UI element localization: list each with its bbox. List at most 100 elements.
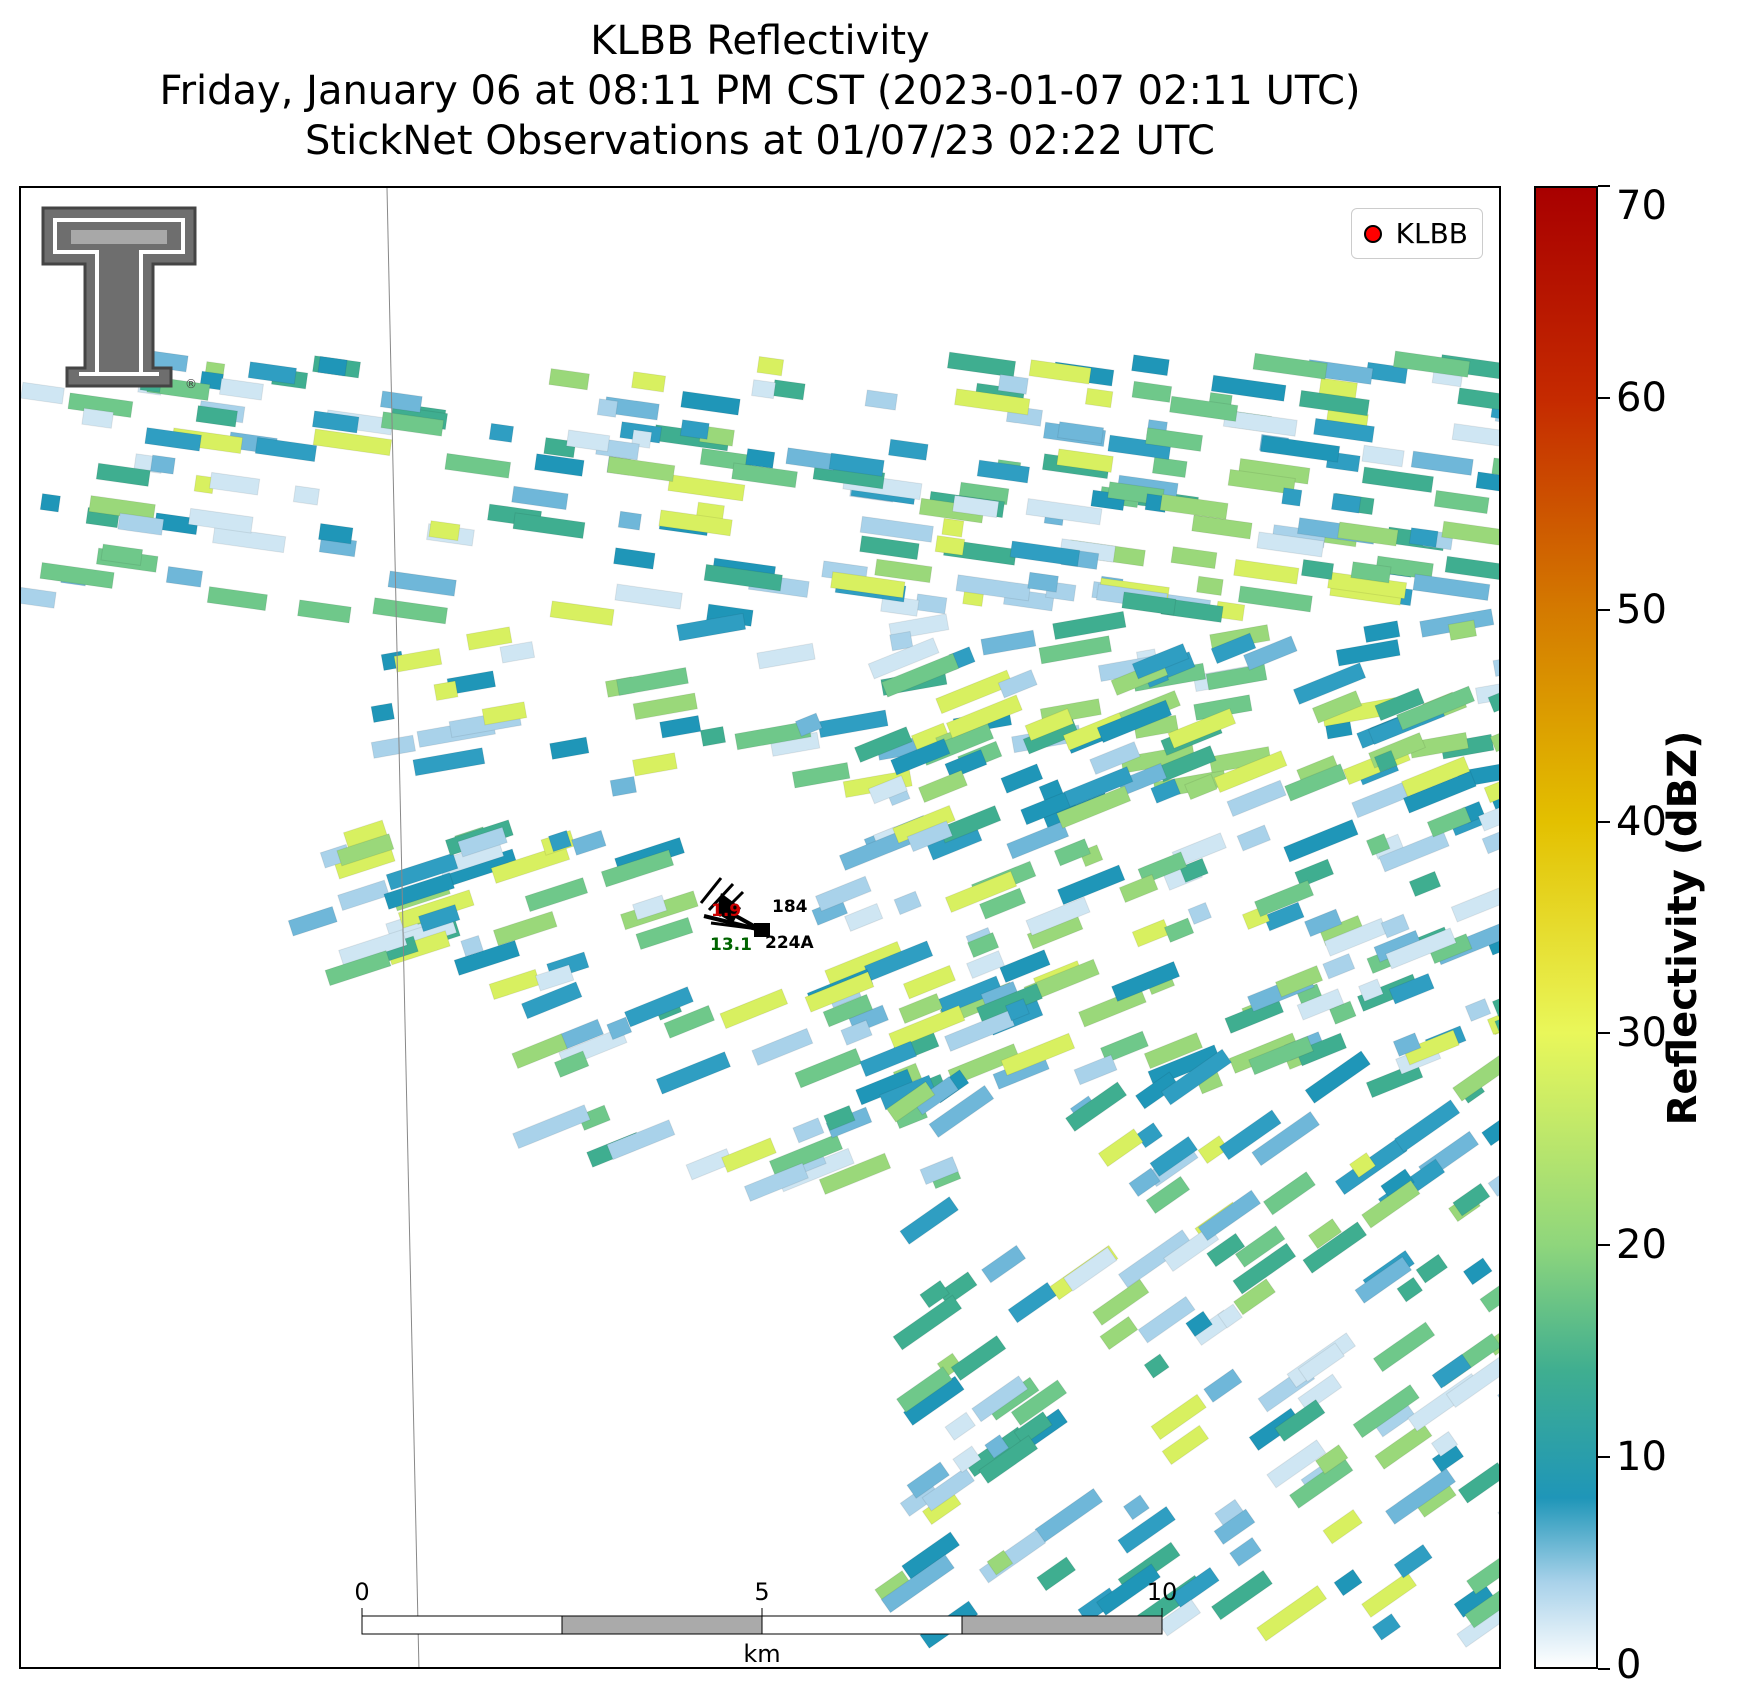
colorbar-tick (1598, 1032, 1610, 1035)
echo-gate (1259, 434, 1341, 463)
echo-gate (1378, 830, 1450, 873)
echo-gate (1236, 824, 1272, 852)
echo-gate (719, 988, 789, 1030)
echo-gate (889, 630, 914, 652)
echo-gate (1410, 450, 1474, 476)
echo-gate (1251, 1110, 1321, 1167)
echo-gate (997, 373, 1029, 395)
echo-gate (1052, 610, 1127, 641)
radar-site-marker-icon (1363, 224, 1382, 243)
echo-gate (1160, 1048, 1233, 1106)
echo-gate (1297, 1342, 1346, 1383)
echo-gate (751, 1027, 814, 1067)
echo-gate (21, 381, 65, 405)
echo-gate (1274, 964, 1324, 998)
echo-gate (613, 547, 656, 570)
echo-gate (1307, 1218, 1343, 1250)
echo-gate (680, 390, 741, 416)
echo-gate (1096, 699, 1173, 744)
echo-gate (1205, 663, 1268, 691)
echo-gate (1400, 755, 1471, 798)
echo-gate (1303, 908, 1343, 938)
echo-gate (1144, 427, 1204, 452)
echo-gate (986, 1549, 1014, 1576)
echo-gate (570, 829, 607, 856)
echo-gate (1000, 1032, 1076, 1077)
echo-gate (743, 1162, 809, 1202)
echo-gate (372, 597, 449, 625)
echo-gate (1322, 1508, 1364, 1545)
echo-gate (1077, 986, 1147, 1028)
echo-gate (1117, 1505, 1177, 1555)
echo-gate (1412, 573, 1491, 602)
echo-gate (21, 586, 57, 609)
echo-gate (1242, 635, 1298, 671)
echo-gate (859, 515, 934, 543)
echo-gate (1256, 1584, 1328, 1642)
station-id-184: 184 (772, 897, 808, 917)
echo-gate (623, 986, 695, 1028)
echo-gate (1490, 400, 1499, 426)
echo-gate (1403, 1029, 1460, 1066)
map-legend: KLBB (1350, 208, 1483, 259)
echo-gate (1131, 354, 1170, 377)
echo-gate (945, 694, 1023, 739)
echo-gate (631, 894, 668, 921)
echo-gate (1266, 1439, 1327, 1489)
texas-tech-double-t-logo: ® (41, 206, 197, 391)
echo-gate (1354, 1256, 1413, 1304)
scale-label-5: 5 (754, 1578, 769, 1606)
registered-mark: ® (185, 377, 197, 391)
echo-gate (1036, 1556, 1077, 1592)
echo-gate (955, 574, 1032, 602)
echo-gate (1203, 1368, 1243, 1404)
echo-gate (1330, 492, 1362, 514)
echo-gate (297, 599, 352, 624)
echo-gate (843, 902, 884, 932)
echo-gate (39, 493, 61, 513)
echo-gate (1233, 1278, 1277, 1316)
echo-gate (1000, 763, 1044, 794)
echo-gate (971, 1375, 1029, 1423)
echo-gate (886, 1081, 936, 1123)
echo-gate (950, 1334, 1007, 1382)
sticknet-station-plot[interactable]: 1.9 184 13.1 224A (699, 877, 814, 955)
echo-gate (1149, 1135, 1199, 1178)
scale-label-0: 0 (354, 1578, 369, 1606)
echo-gate (1402, 770, 1477, 814)
echo-gate (1426, 806, 1472, 838)
echo-gate (1302, 1221, 1368, 1274)
colorbar-tick (1598, 396, 1610, 399)
echo-gate (1393, 1099, 1461, 1153)
station-dewpoint: 13.1 (710, 935, 752, 955)
echo-gate (892, 1294, 963, 1351)
echo-gate (954, 388, 1031, 416)
echo-gate (1380, 913, 1410, 939)
echo-gate (785, 447, 837, 471)
echo-gate (1024, 708, 1075, 742)
echo-gate (1274, 1398, 1326, 1443)
echo-gate (1210, 632, 1257, 665)
echo-gate (976, 459, 1031, 484)
echo-gate (1408, 527, 1439, 548)
colorbar-tick-label: 50 (1616, 586, 1667, 633)
echo-gate (1477, 796, 1499, 832)
echo-gate (1226, 779, 1287, 818)
echo-gate (1396, 1276, 1424, 1303)
echo-gate (1474, 679, 1499, 705)
echo-gate (534, 453, 585, 477)
echo-gate (1170, 546, 1218, 570)
echo-gate (1237, 585, 1313, 613)
echo-gate (859, 1040, 918, 1078)
echo-gate (81, 407, 115, 429)
echo-gate (751, 379, 777, 400)
echo-gate (1163, 917, 1195, 943)
echo-gate (1351, 782, 1409, 819)
echo-gate (822, 993, 874, 1028)
echo-gate (1053, 838, 1092, 867)
echo-gate (1038, 635, 1113, 665)
echo-gate (1196, 575, 1224, 597)
echo-gate (906, 1461, 951, 1500)
echo-gate (1137, 1295, 1196, 1344)
radar-map[interactable]: ® 1.9 184 13.1 224A 0 5 (19, 186, 1501, 1669)
